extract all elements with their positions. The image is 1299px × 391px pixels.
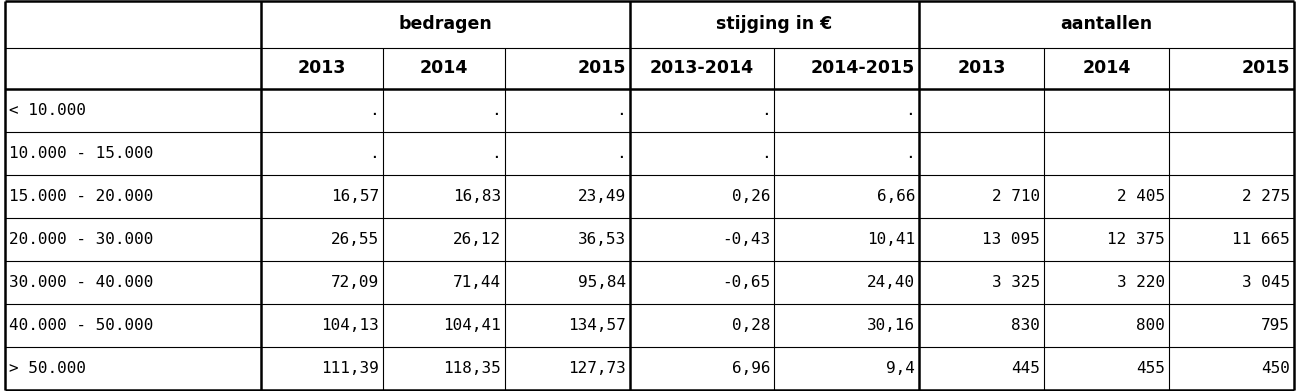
Text: 2014: 2014	[1082, 59, 1131, 77]
Text: 95,84: 95,84	[578, 275, 626, 290]
Text: 3 325: 3 325	[992, 275, 1040, 290]
Text: -0,43: -0,43	[722, 232, 770, 247]
Text: > 50.000: > 50.000	[9, 361, 86, 376]
Text: bedragen: bedragen	[399, 15, 492, 33]
Text: 16,57: 16,57	[331, 189, 379, 204]
Text: 455: 455	[1137, 361, 1165, 376]
Text: 26,12: 26,12	[452, 232, 500, 247]
Text: 10.000 - 15.000: 10.000 - 15.000	[9, 146, 153, 161]
Text: 118,35: 118,35	[443, 361, 500, 376]
Text: 2015: 2015	[577, 59, 626, 77]
Text: .: .	[616, 103, 626, 118]
Text: 15.000 - 20.000: 15.000 - 20.000	[9, 189, 153, 204]
Text: 40.000 - 50.000: 40.000 - 50.000	[9, 318, 153, 333]
Text: 30,16: 30,16	[866, 318, 916, 333]
Text: 134,57: 134,57	[568, 318, 626, 333]
Text: 3 220: 3 220	[1117, 275, 1165, 290]
Text: aantallen: aantallen	[1060, 15, 1152, 33]
Text: 2 275: 2 275	[1242, 189, 1290, 204]
Text: 9,4: 9,4	[886, 361, 916, 376]
Text: 127,73: 127,73	[568, 361, 626, 376]
Text: .: .	[761, 103, 770, 118]
Text: 11 665: 11 665	[1233, 232, 1290, 247]
Text: -0,65: -0,65	[722, 275, 770, 290]
Text: 450: 450	[1261, 361, 1290, 376]
Text: 6,96: 6,96	[731, 361, 770, 376]
Text: .: .	[491, 103, 500, 118]
Text: .: .	[616, 146, 626, 161]
Text: < 10.000: < 10.000	[9, 103, 86, 118]
Text: 2013: 2013	[957, 59, 1005, 77]
Text: 2015: 2015	[1242, 59, 1290, 77]
Text: 71,44: 71,44	[452, 275, 500, 290]
Text: 2013: 2013	[297, 59, 346, 77]
Text: .: .	[905, 103, 916, 118]
Text: 0,28: 0,28	[731, 318, 770, 333]
Text: 6,66: 6,66	[877, 189, 916, 204]
Text: 24,40: 24,40	[866, 275, 916, 290]
Text: 3 045: 3 045	[1242, 275, 1290, 290]
Text: 26,55: 26,55	[331, 232, 379, 247]
Text: .: .	[369, 146, 379, 161]
Text: 20.000 - 30.000: 20.000 - 30.000	[9, 232, 153, 247]
Text: 36,53: 36,53	[578, 232, 626, 247]
Text: stijging in €: stijging in €	[716, 15, 833, 33]
Text: 23,49: 23,49	[578, 189, 626, 204]
Text: 30.000 - 40.000: 30.000 - 40.000	[9, 275, 153, 290]
Text: 800: 800	[1137, 318, 1165, 333]
Text: 111,39: 111,39	[321, 361, 379, 376]
Text: .: .	[491, 146, 500, 161]
Text: 104,13: 104,13	[321, 318, 379, 333]
Text: 10,41: 10,41	[866, 232, 916, 247]
Text: 12 375: 12 375	[1107, 232, 1165, 247]
Text: 795: 795	[1261, 318, 1290, 333]
Text: .: .	[761, 146, 770, 161]
Text: 104,41: 104,41	[443, 318, 500, 333]
Text: 0,26: 0,26	[731, 189, 770, 204]
Text: 830: 830	[1011, 318, 1040, 333]
Text: 2014: 2014	[420, 59, 468, 77]
Text: .: .	[369, 103, 379, 118]
Text: 2 405: 2 405	[1117, 189, 1165, 204]
Text: 13 095: 13 095	[982, 232, 1040, 247]
Text: 72,09: 72,09	[331, 275, 379, 290]
Text: 445: 445	[1011, 361, 1040, 376]
Text: 2014-2015: 2014-2015	[811, 59, 916, 77]
Text: 2 710: 2 710	[992, 189, 1040, 204]
Text: 16,83: 16,83	[452, 189, 500, 204]
Text: 2013-2014: 2013-2014	[650, 59, 755, 77]
Text: .: .	[905, 146, 916, 161]
